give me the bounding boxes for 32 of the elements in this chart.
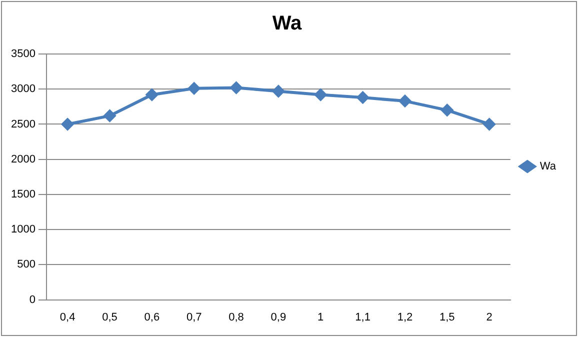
y-tick-label: 3000 [10,83,36,96]
x-tick-label: 0,6 [144,311,160,324]
x-tick-label: 0,4 [60,311,76,324]
y-tick-label: 2500 [10,118,36,130]
x-tick-label: 0,9 [270,311,286,324]
point [188,82,200,94]
point [230,82,242,94]
y-tick-label: 0 [29,294,36,306]
x-tick-label: 0,8 [228,311,244,324]
x-tick-label: 1,5 [439,311,455,324]
x-tick-label: 0,7 [186,311,202,324]
point [441,104,454,116]
x-tick-label: 0,5 [102,311,118,324]
legend-label: Wa [540,160,557,173]
y-tick-label: 2000 [10,153,36,166]
point [314,88,327,101]
point [146,88,158,101]
point [104,110,116,122]
x-tick-label: 2 [486,311,492,324]
x-tick-label: 1 [318,311,324,324]
point [356,92,369,104]
chart-title: Wa [272,12,302,35]
x-tick-label: 1,2 [397,311,413,324]
point [398,95,411,108]
point [272,85,284,98]
point [62,118,74,130]
y-tick-label: 500 [17,258,36,271]
x-tick-label: 1,1 [355,311,370,324]
y-tick-label: 1500 [10,188,36,200]
y-tick-label: 1000 [10,224,36,236]
y-tick-label: 3500 [10,48,36,60]
point [483,118,496,130]
